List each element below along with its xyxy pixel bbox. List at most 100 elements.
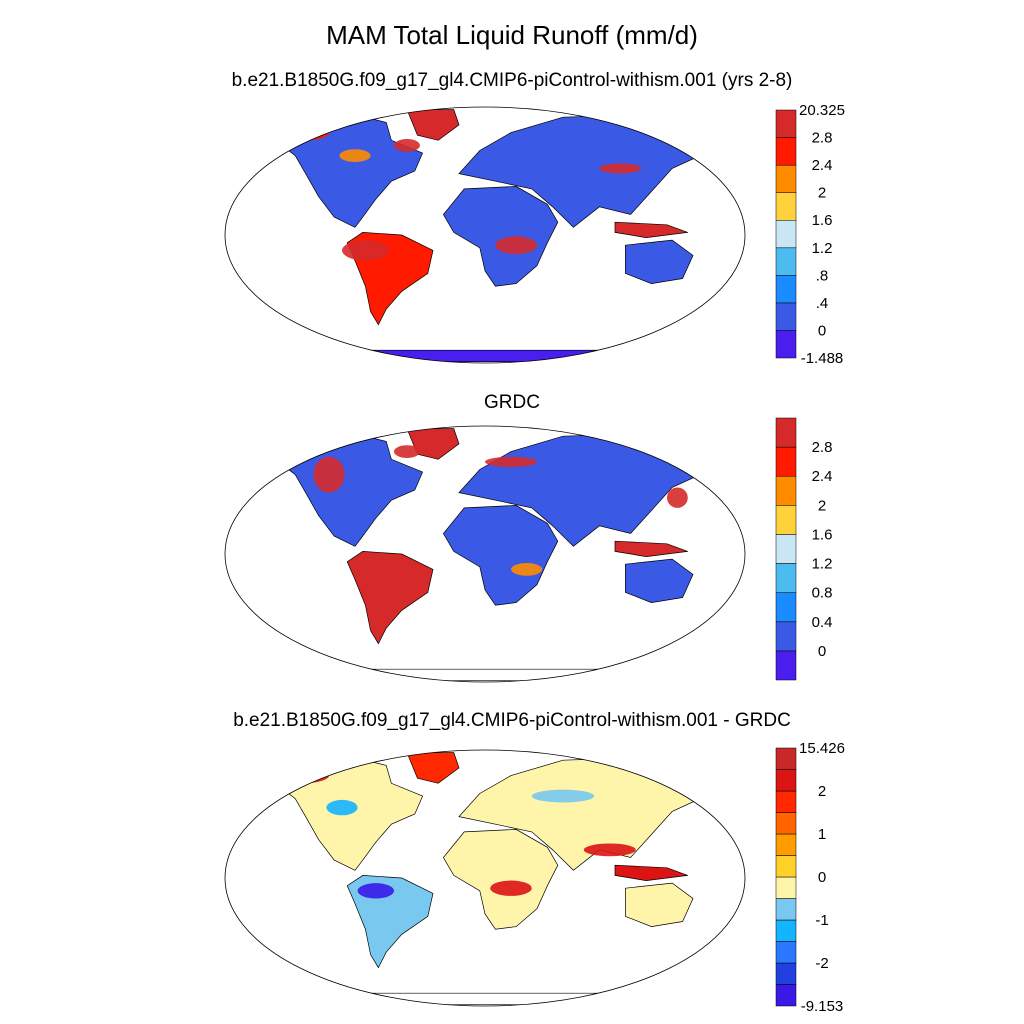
map-panel-diff: 15.426 2 1 0 -1 -2 -9.153 <box>224 740 845 1015</box>
continent-greenland <box>406 109 460 141</box>
colorbar-swatch <box>775 563 797 593</box>
continent-australia <box>625 558 694 603</box>
runoff-anomaly-region <box>326 799 358 816</box>
colorbar-swatch <box>775 941 797 964</box>
colorbar-swatch <box>775 769 797 792</box>
continent-maritime-islands <box>614 864 688 881</box>
colorbar-swatch <box>775 505 797 535</box>
colorbar-swatch <box>775 475 797 506</box>
colorbar-tick-label: 15.426 <box>799 740 845 757</box>
map-land <box>249 752 712 1006</box>
runoff-anomaly-region <box>357 883 394 899</box>
colorbar-tick-label: 2.4 <box>812 468 833 485</box>
continent-eurasia <box>458 757 712 871</box>
runoff-anomaly-region <box>287 124 330 141</box>
continent-antarctica <box>297 668 673 682</box>
colorbar-swatch <box>775 747 797 770</box>
colorbar-swatch <box>775 109 797 138</box>
colorbar-swatch <box>775 446 797 477</box>
colorbar-tick-label: 2 <box>818 185 826 202</box>
colorbar-tick-label: 2.8 <box>812 439 833 456</box>
panel-subtitle-obs: GRDC <box>484 392 540 413</box>
colorbar-swatch <box>775 219 797 249</box>
runoff-anomaly-region <box>495 236 537 255</box>
colorbar-swatch <box>775 621 797 652</box>
map-land <box>249 428 712 682</box>
colorbar-swatch <box>775 812 797 835</box>
continent-australia <box>625 882 694 927</box>
colorbar-tick-label: 1.6 <box>812 212 833 229</box>
colorbar-swatch <box>775 855 797 878</box>
colorbar-swatch <box>775 790 797 813</box>
continent-antarctica <box>297 349 673 363</box>
runoff-anomaly-region <box>342 240 389 261</box>
map-boundary <box>224 749 746 1007</box>
runoff-anomaly-region <box>339 149 371 163</box>
continent-maritime-islands <box>614 540 688 557</box>
colorbar-tick-label: -2 <box>815 955 828 972</box>
colorbar-swatch <box>775 898 797 921</box>
runoff-anomaly-region <box>510 562 543 576</box>
colorbar-tick-label: 1 <box>818 826 826 843</box>
colorbar-tick-label: 2 <box>818 783 826 800</box>
colorbar-tick-label: 20.325 <box>799 102 845 119</box>
map-boundary <box>224 106 746 364</box>
continent-south-america <box>346 875 434 969</box>
continent-africa <box>442 505 559 606</box>
panel-subtitle-model: b.e21.B1850G.f09_g17_gl4.CMIP6-piControl… <box>231 70 793 91</box>
runoff-anomaly-region <box>583 843 636 857</box>
colorbar-swatch <box>775 833 797 856</box>
colorbar-tick-label: 1.2 <box>812 240 833 257</box>
colorbar-swatch <box>775 164 797 193</box>
continent-eurasia <box>458 114 712 228</box>
colorbar-tick-label: .8 <box>816 267 829 284</box>
runoff-anomaly-region <box>313 456 345 493</box>
colorbar-swatch <box>775 534 797 564</box>
continent-north-america <box>249 113 424 228</box>
continent-south-america <box>346 551 434 645</box>
colorbar-tick-label: 0.4 <box>812 614 833 631</box>
colorbar-swatch <box>775 275 797 304</box>
map-boundary <box>224 425 746 683</box>
colorbar-swatch <box>775 192 797 221</box>
colorbar-tick-label: 1.6 <box>812 526 833 543</box>
colorbar-swatch <box>775 962 797 985</box>
colorbar-tick-label: 1.2 <box>812 556 833 573</box>
colorbar-tick-label: -1.488 <box>801 350 844 367</box>
colorbar-swatch <box>775 919 797 942</box>
colorbar-tick-label: 0.8 <box>812 585 833 602</box>
colorbar-swatch <box>775 247 797 276</box>
runoff-anomaly-region <box>485 456 537 467</box>
colorbar-tick-label: 0 <box>818 869 826 886</box>
runoff-anomaly-region <box>599 163 641 174</box>
colorbar-tick-label: 2.8 <box>812 130 833 147</box>
map-panel-obs: 2.8 2.4 2 1.6 1.2 0.8 0.4 0 <box>224 417 833 683</box>
colorbar-swatch <box>775 302 797 331</box>
colorbar-tick-label: .4 <box>816 295 829 312</box>
runoff-anomaly-region <box>394 139 420 152</box>
runoff-anomaly-region <box>394 445 420 458</box>
colorbar-tick-label: 2 <box>818 497 826 514</box>
map-land <box>249 109 712 363</box>
colorbar-tick-label: 2.4 <box>812 157 833 174</box>
runoff-anomaly-region <box>277 767 329 784</box>
continent-maritime-islands <box>614 221 688 238</box>
colorbar-tick-label: -1 <box>815 912 828 929</box>
continent-antarctica <box>297 992 673 1006</box>
runoff-anomaly-region <box>667 487 688 508</box>
continent-australia <box>625 239 694 284</box>
colorbar-swatch <box>775 137 797 166</box>
figure-title: MAM Total Liquid Runoff (mm/d) <box>326 20 698 50</box>
colorbar-swatch <box>775 984 797 1007</box>
colorbar-tick-label: 0 <box>818 643 826 660</box>
colorbar-swatch <box>775 650 797 681</box>
colorbar-tick-label: -9.153 <box>801 998 844 1015</box>
colorbar-swatch <box>775 417 797 448</box>
continent-greenland <box>406 752 460 784</box>
panel-subtitle-diff: b.e21.B1850G.f09_g17_gl4.CMIP6-piControl… <box>233 710 791 731</box>
colorbar-tick-label: 0 <box>818 322 826 339</box>
colorbar-swatch <box>775 876 797 899</box>
continent-africa <box>442 186 559 287</box>
colorbar-swatch <box>775 330 797 359</box>
continent-africa <box>442 829 559 930</box>
